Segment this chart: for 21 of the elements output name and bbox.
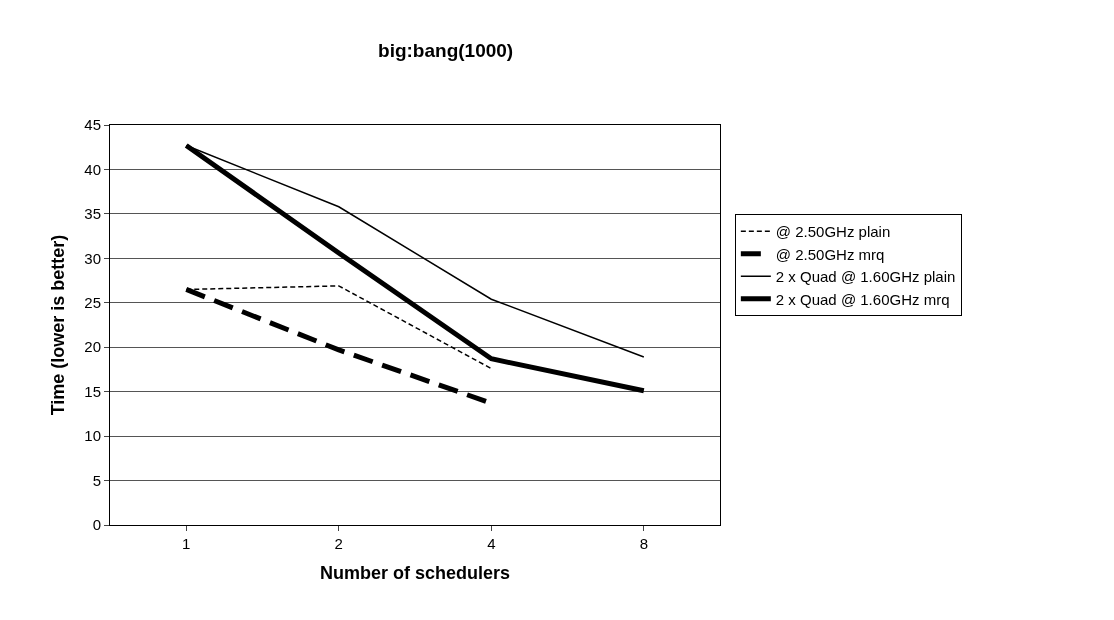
legend-label: @ 2.50GHz plain [775,223,891,241]
y-tick-label: 40 [84,160,101,178]
legend-label: 2 x Quad @ 1.60GHz plain [775,268,956,286]
legend-label: 2 x Quad @ 1.60GHz mrq [775,290,950,308]
y-tick-label: 15 [84,382,101,400]
x-tick-label: 8 [639,535,648,552]
x-tick-label: 1 [182,535,191,552]
y-tick-label: 35 [84,205,101,223]
y-tick-label: 10 [84,427,101,445]
chart-title: big:bang(1000) [378,39,514,61]
x-tick-label: 2 [334,535,343,552]
x-axis-title: Number of schedulers [320,563,511,584]
y-tick-label: 5 [92,471,101,489]
y-tick-label: 0 [92,516,101,534]
y-tick-label: 25 [84,294,101,312]
y-axis-title: Time (lower is better) [47,234,68,416]
y-tick-label: 20 [84,338,101,356]
y-tick-label: 30 [84,249,101,267]
x-tick-label: 4 [487,535,496,552]
y-tick-label: 45 [84,116,101,134]
legend-label: @ 2.50GHz mrq [775,245,885,263]
